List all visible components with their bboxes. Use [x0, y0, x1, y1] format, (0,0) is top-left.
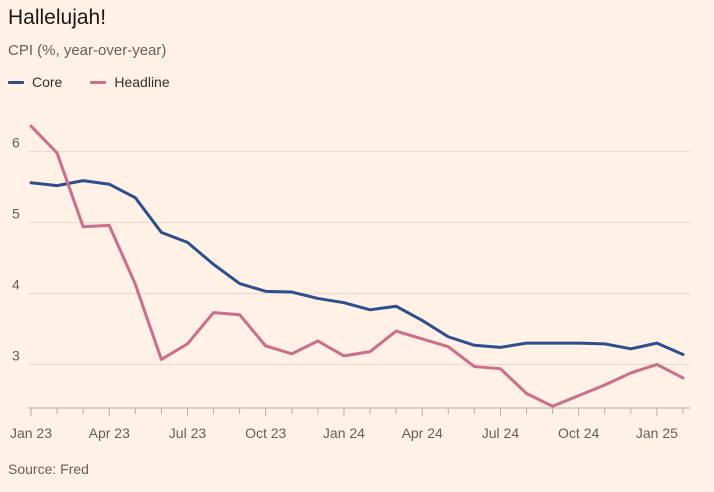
chart-subtitle: CPI (%, year-over-year) — [8, 42, 167, 59]
chart-title: Hallelujah! — [8, 6, 107, 29]
y-axis-labels: 3 4 5 6 — [12, 135, 20, 364]
y-tick-label: 5 — [12, 206, 20, 222]
source-note: Source: Fred — [8, 461, 89, 477]
y-tick-label: 4 — [12, 276, 20, 292]
x-tick-label: Jan 25 — [636, 425, 678, 441]
x-tick-label: Oct 24 — [558, 425, 599, 441]
legend-item-headline: Headline — [90, 74, 170, 90]
x-tick-label: Apr 24 — [402, 425, 443, 441]
legend-swatch-headline — [90, 80, 107, 84]
legend: Core Headline — [8, 74, 198, 90]
x-axis: Jan 23 Apr 23 Jul 23 Oct 23 Jan 24 Apr 24 Jul … — [10, 407, 690, 441]
x-tick-label: Oct 23 — [245, 425, 286, 441]
x-tick-label: Apr 23 — [89, 425, 130, 441]
x-tick-label: Jul 23 — [169, 425, 207, 441]
legend-label-headline: Headline — [114, 74, 170, 90]
y-tick-label: 3 — [12, 347, 20, 363]
x-tick-label: Jul 24 — [482, 425, 520, 441]
x-tick-label: Jan 23 — [10, 425, 52, 441]
legend-label-core: Core — [32, 74, 63, 90]
grid-lines — [28, 151, 690, 365]
legend-item-core: Core — [8, 74, 62, 90]
x-tick-label: Jan 24 — [323, 425, 365, 441]
legend-swatch-core — [8, 80, 24, 84]
y-tick-label: 6 — [12, 135, 20, 151]
series-lines — [29, 124, 685, 408]
series-line-headline — [29, 124, 685, 408]
series-line-core — [29, 179, 685, 356]
